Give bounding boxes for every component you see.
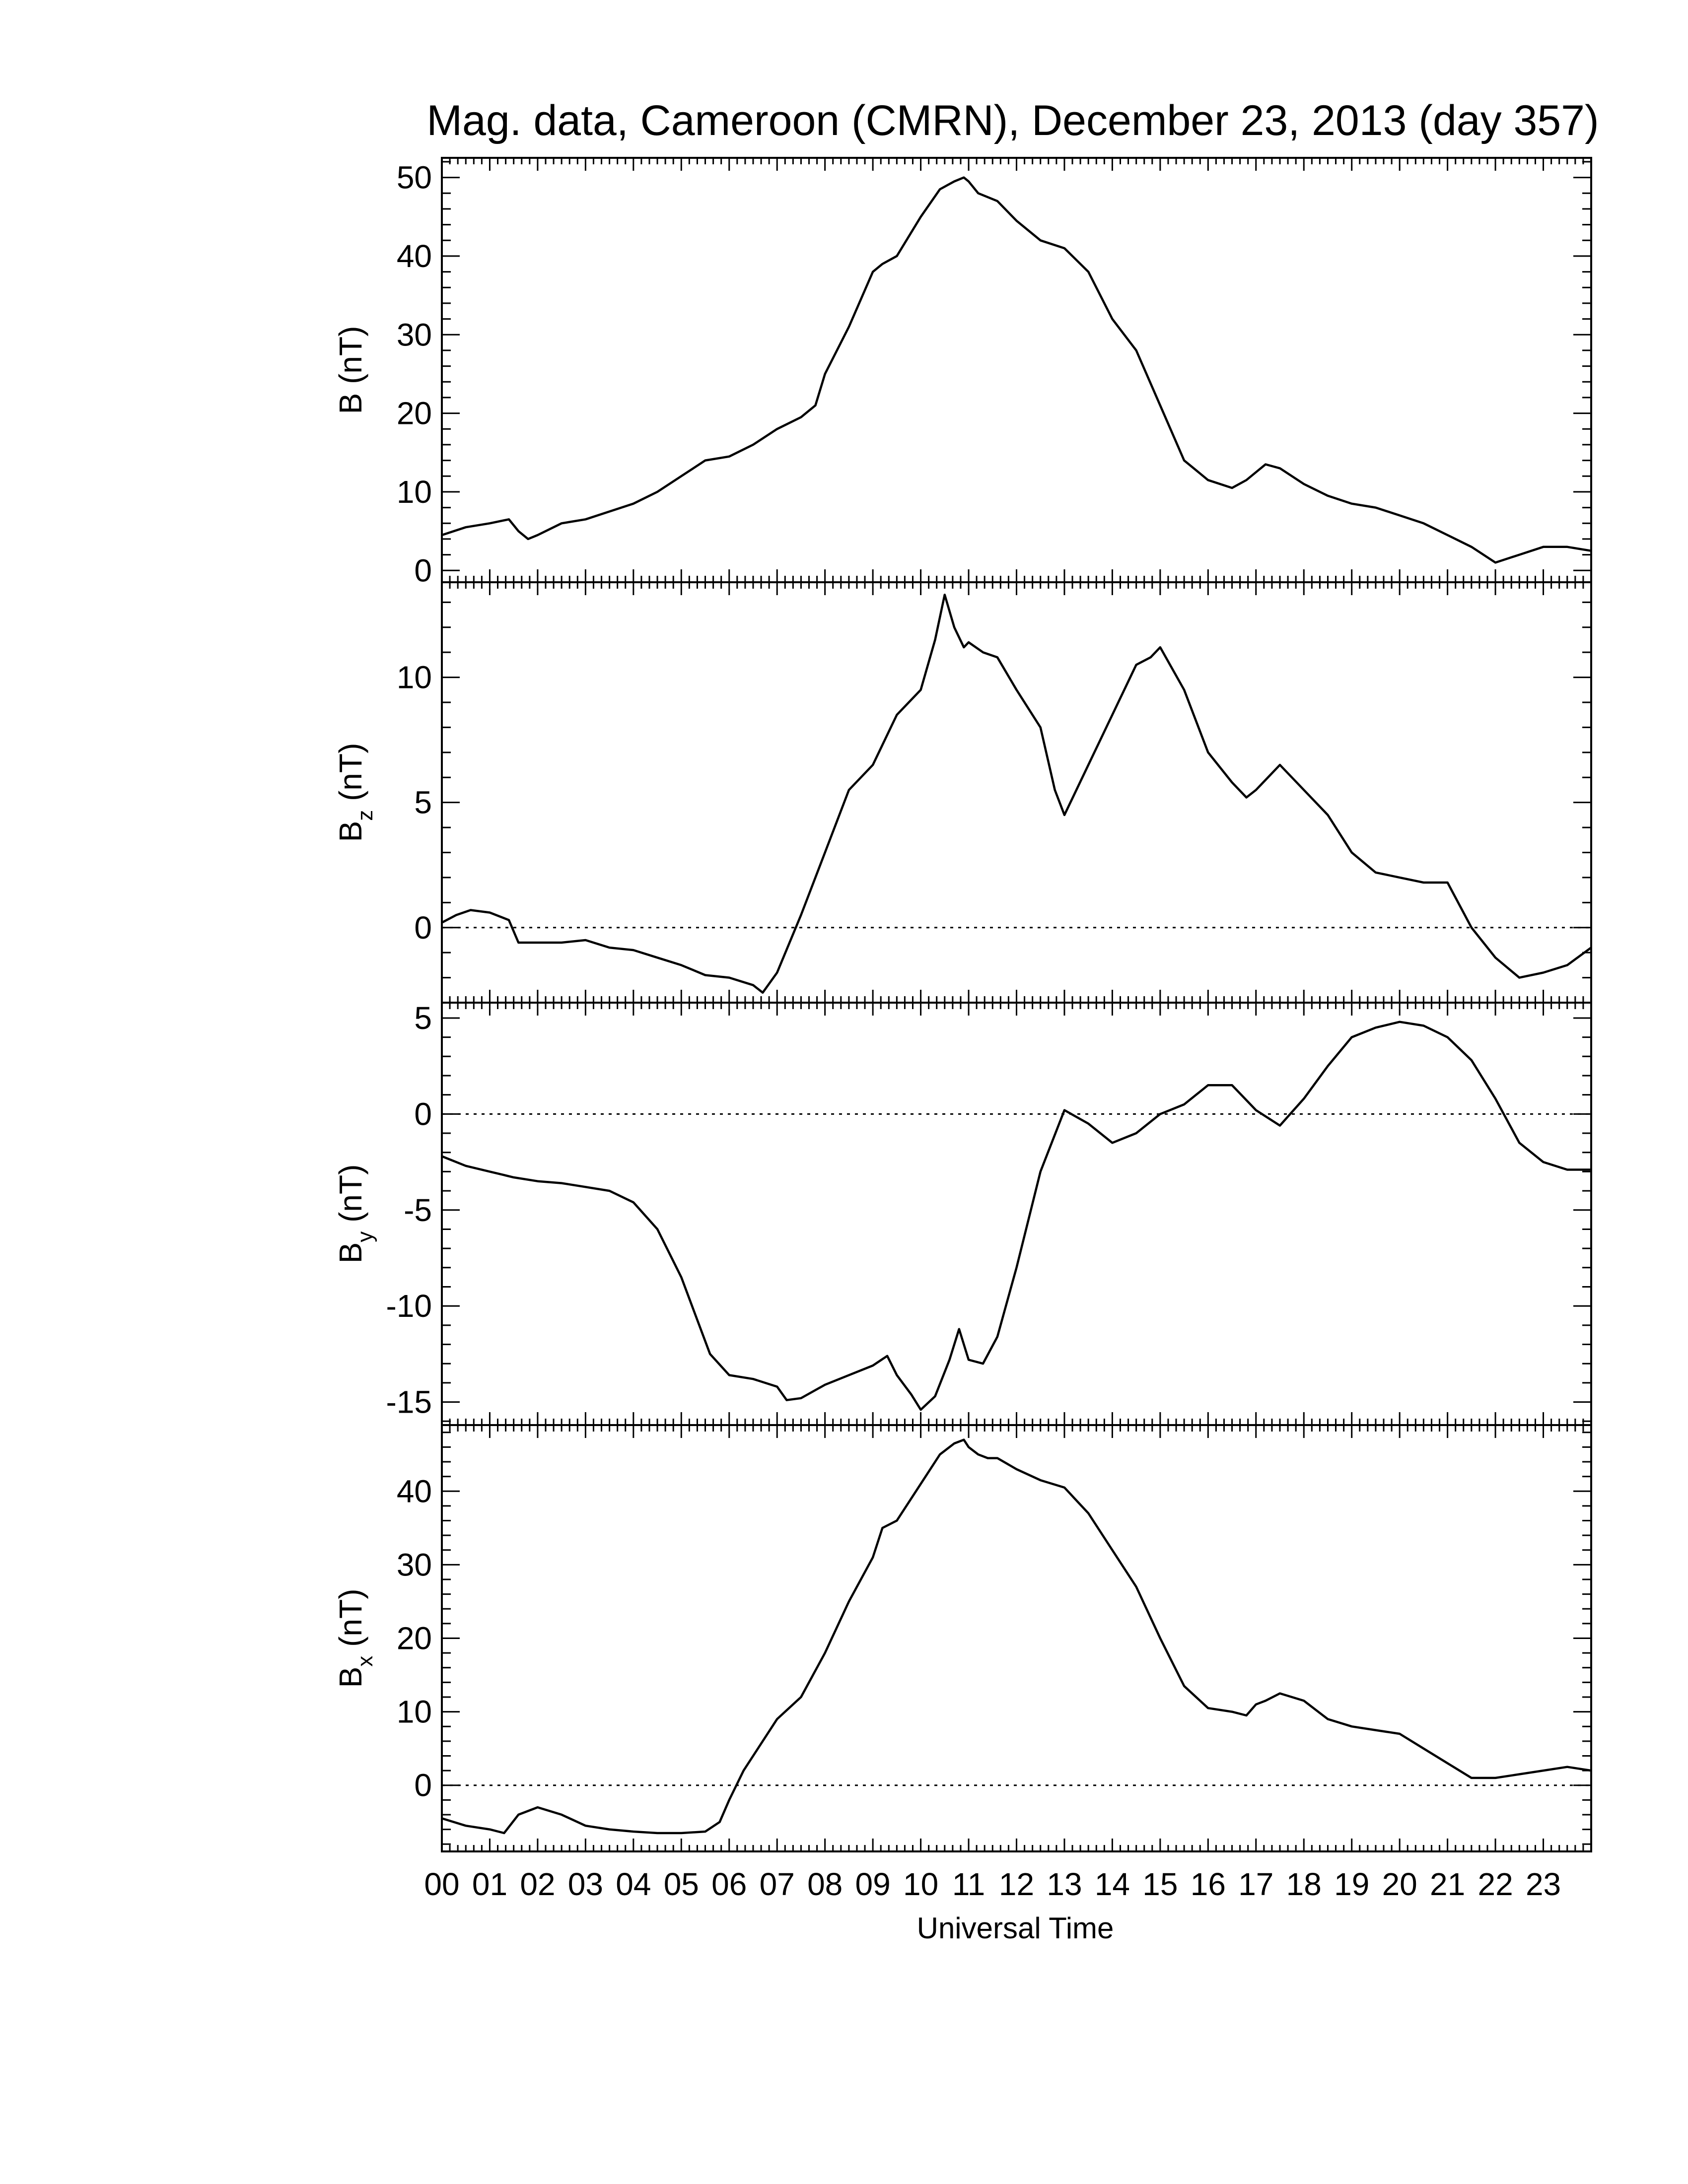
x-tick-label: 04 bbox=[616, 1866, 651, 1902]
y-axis-title-unit: (nT) bbox=[333, 326, 368, 393]
x-tick-label: 06 bbox=[711, 1866, 747, 1902]
x-axis-tick-labels: 00 01 02 03 04 05 06 07 08 09 10 11 12 13 14 15 16 17 18 19… bbox=[424, 1866, 1561, 1902]
y-axis-title: Bz (nT) bbox=[333, 743, 377, 842]
x-tick-label: 18 bbox=[1286, 1866, 1322, 1902]
x-tick-label: 11 bbox=[952, 1866, 985, 1902]
x-tick-label: 13 bbox=[1047, 1866, 1082, 1902]
x-tick-label: 12 bbox=[999, 1866, 1034, 1902]
y-tick-label: 5 bbox=[414, 1000, 432, 1036]
panel-4: 0 10 20 30 40 Bx (nT) bbox=[333, 1424, 1592, 1852]
x-tick-label: 15 bbox=[1142, 1866, 1178, 1902]
y-tick-label: 30 bbox=[397, 1547, 432, 1582]
x-tick-label: 01 bbox=[472, 1866, 507, 1902]
panel-2: 0 5 10 Bz (nT) bbox=[333, 581, 1592, 1004]
y-tick-label: 0 bbox=[414, 552, 432, 588]
panels: 0 10 20 30 40 50 B (nT) 0 5 10 Bz (nT) -15 -10 -5 0 5 By… bbox=[333, 157, 1592, 1852]
y-tick-label: -10 bbox=[386, 1288, 432, 1324]
y-axis-title-unit: (nT) bbox=[333, 743, 368, 810]
y-tick-label: -15 bbox=[386, 1384, 432, 1420]
y-tick-label: -5 bbox=[404, 1192, 432, 1228]
y-axis-title-subscript: x bbox=[353, 1656, 377, 1667]
series-line bbox=[441, 1438, 1592, 1835]
y-tick-label: 10 bbox=[397, 1694, 432, 1730]
series-line bbox=[441, 1021, 1591, 1411]
y-axis-title-main: B bbox=[333, 1242, 368, 1264]
x-tick-label: 00 bbox=[424, 1866, 459, 1902]
y-tick-label: 5 bbox=[414, 785, 432, 820]
y-axis-title-unit: (nT) bbox=[333, 1589, 368, 1656]
x-tick-label: 07 bbox=[760, 1866, 795, 1902]
x-tick-label: 19 bbox=[1334, 1866, 1369, 1902]
x-tick-label: 03 bbox=[568, 1866, 603, 1902]
figure-title: Mag. data, Cameroon (CMRN), December 23,… bbox=[426, 97, 1599, 144]
y-axis-title-unit: (nT) bbox=[333, 1164, 368, 1231]
y-tick-label: 20 bbox=[397, 1621, 432, 1656]
y-axis-title-main: B bbox=[333, 821, 368, 842]
y-tick-label: 30 bbox=[397, 317, 432, 352]
x-tick-label: 20 bbox=[1382, 1866, 1417, 1902]
x-tick-label: 17 bbox=[1238, 1866, 1273, 1902]
y-axis-title-main: B bbox=[333, 393, 368, 414]
series-line bbox=[441, 176, 1592, 564]
y-axis-title-main: B bbox=[333, 1667, 368, 1688]
series-line bbox=[441, 593, 1592, 994]
y-axis-title: Bx (nT) bbox=[333, 1589, 377, 1688]
x-tick-label: 05 bbox=[664, 1866, 699, 1902]
x-tick-label: 09 bbox=[855, 1866, 891, 1902]
x-tick-label: 23 bbox=[1526, 1866, 1561, 1902]
y-tick-label: 40 bbox=[397, 238, 432, 274]
y-tick-label: 10 bbox=[397, 660, 432, 695]
panel-1: 0 10 20 30 40 50 B (nT) bbox=[333, 157, 1592, 588]
y-axis-title-subscript: y bbox=[353, 1231, 377, 1242]
y-tick-label: 50 bbox=[397, 160, 432, 196]
x-tick-label: 02 bbox=[520, 1866, 555, 1902]
y-tick-label: 40 bbox=[397, 1473, 432, 1509]
y-tick-label: 0 bbox=[414, 1096, 432, 1132]
x-tick-label: 08 bbox=[807, 1866, 843, 1902]
x-tick-label: 16 bbox=[1191, 1866, 1226, 1902]
y-axis-title-subscript: z bbox=[353, 810, 377, 821]
y-axis-title: By (nT) bbox=[333, 1164, 377, 1264]
y-tick-label: 0 bbox=[414, 910, 432, 946]
y-axis-title: B (nT) bbox=[333, 326, 368, 414]
x-tick-label: 21 bbox=[1430, 1866, 1465, 1902]
x-tick-label: 14 bbox=[1095, 1866, 1130, 1902]
y-tick-label: 0 bbox=[414, 1768, 432, 1803]
x-axis-title: Universal Time bbox=[917, 1911, 1114, 1945]
y-tick-label: 20 bbox=[397, 396, 432, 431]
y-tick-label: 10 bbox=[397, 474, 432, 510]
x-tick-label: 22 bbox=[1477, 1866, 1513, 1902]
x-tick-label: 10 bbox=[903, 1866, 938, 1902]
